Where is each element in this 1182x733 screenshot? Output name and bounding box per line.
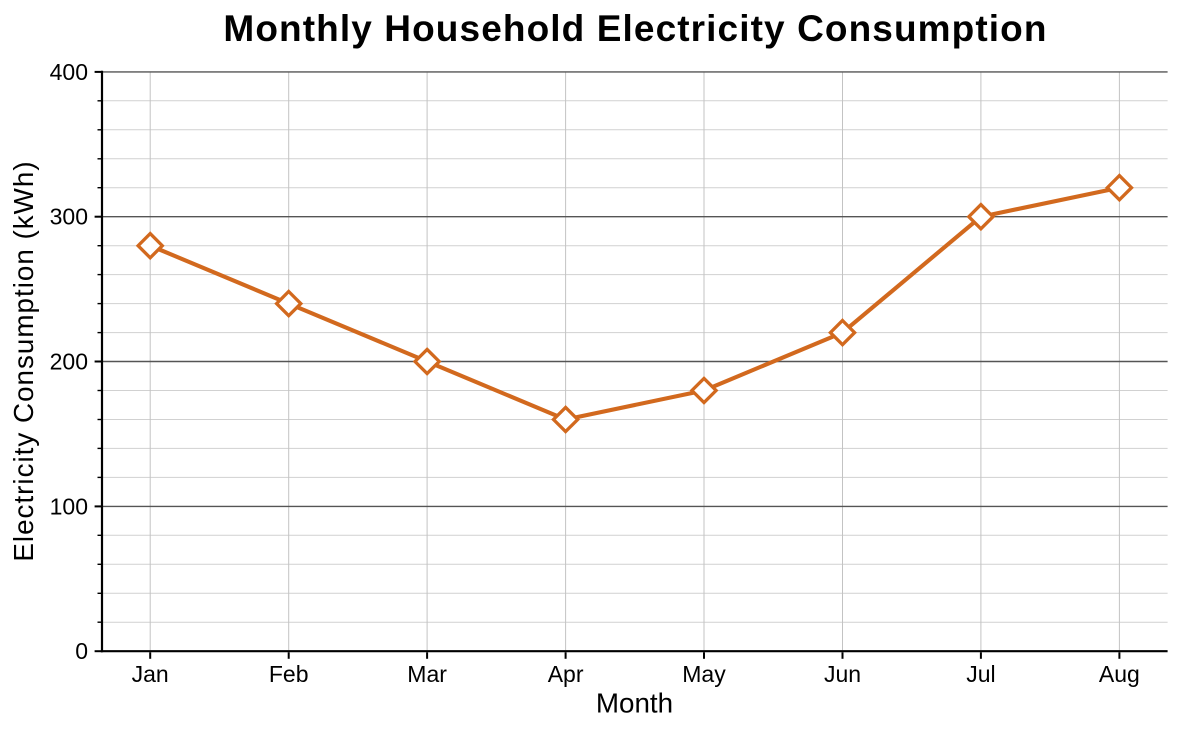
svg-text:Electricity Consumption (kWh): Electricity Consumption (kWh) <box>8 160 39 561</box>
svg-text:Apr: Apr <box>548 661 584 687</box>
svg-text:Mar: Mar <box>407 661 447 687</box>
svg-text:100: 100 <box>50 493 88 519</box>
svg-text:0: 0 <box>75 638 88 664</box>
svg-text:200: 200 <box>50 349 88 375</box>
svg-text:Monthly Household Electricity: Monthly Household Electricity Consumptio… <box>223 8 1047 49</box>
svg-text:Month: Month <box>596 688 673 719</box>
svg-text:Jan: Jan <box>132 661 169 687</box>
svg-text:300: 300 <box>50 204 88 230</box>
svg-text:Jul: Jul <box>966 661 995 687</box>
svg-text:Jun: Jun <box>824 661 861 687</box>
svg-text:Aug: Aug <box>1099 661 1140 687</box>
svg-text:May: May <box>682 661 726 687</box>
svg-text:Feb: Feb <box>269 661 309 687</box>
svg-text:400: 400 <box>50 59 88 85</box>
